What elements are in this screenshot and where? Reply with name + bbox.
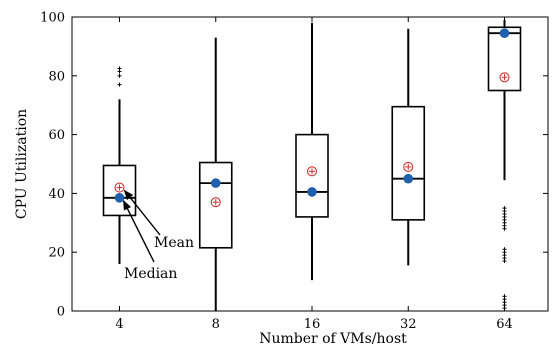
- mean-annotation-arrow: [123, 189, 161, 236]
- y-tick-label: 40: [48, 187, 65, 202]
- median-dot: [499, 28, 510, 38]
- x-tick-label: 32: [400, 317, 417, 332]
- box-64: [487, 19, 522, 311]
- mean-marker: [306, 166, 318, 177]
- y-tick-label: 20: [48, 246, 65, 261]
- mean-marker: [499, 72, 510, 83]
- x-tick-label: 64: [496, 317, 513, 332]
- y-tick-label: 60: [48, 128, 65, 143]
- x-tick-label: 4: [115, 317, 123, 332]
- annotations: Mean Median: [122, 189, 194, 282]
- x-tick-label: 8: [212, 317, 220, 332]
- box-iqr: [295, 133, 329, 218]
- mean-annotation-label: Mean: [154, 235, 194, 251]
- box-4: [102, 66, 137, 264]
- box-32: [391, 28, 426, 266]
- median-dot: [403, 173, 414, 184]
- median-dot: [307, 187, 317, 197]
- axes: 0 20 40 60 80 100 4 8 16 32 64: [40, 11, 549, 332]
- y-axis-label: CPU Utilization: [14, 109, 30, 219]
- y-tick-label: 80: [48, 69, 65, 84]
- box-16: [295, 22, 329, 281]
- box-8: [198, 37, 233, 311]
- mean-marker: [210, 197, 221, 208]
- plot-frame: [71, 16, 549, 312]
- mean-marker: [114, 182, 125, 193]
- median-annotation-label: Median: [124, 266, 177, 282]
- x-tick-label: 16: [304, 317, 321, 332]
- median-annotation-arrow: [122, 199, 155, 263]
- y-tick-label: 100: [40, 11, 65, 26]
- box-iqr: [198, 161, 233, 249]
- y-tick-label: 0: [57, 305, 65, 320]
- x-axis-label: Number of VMs/host: [259, 331, 407, 347]
- box-iqr: [391, 105, 426, 221]
- box-series: [102, 19, 522, 311]
- mean-marker: [403, 161, 414, 172]
- box-iqr: [487, 26, 522, 92]
- median-dot: [114, 193, 125, 203]
- box-iqr: [102, 164, 137, 217]
- median-dot: [210, 178, 221, 188]
